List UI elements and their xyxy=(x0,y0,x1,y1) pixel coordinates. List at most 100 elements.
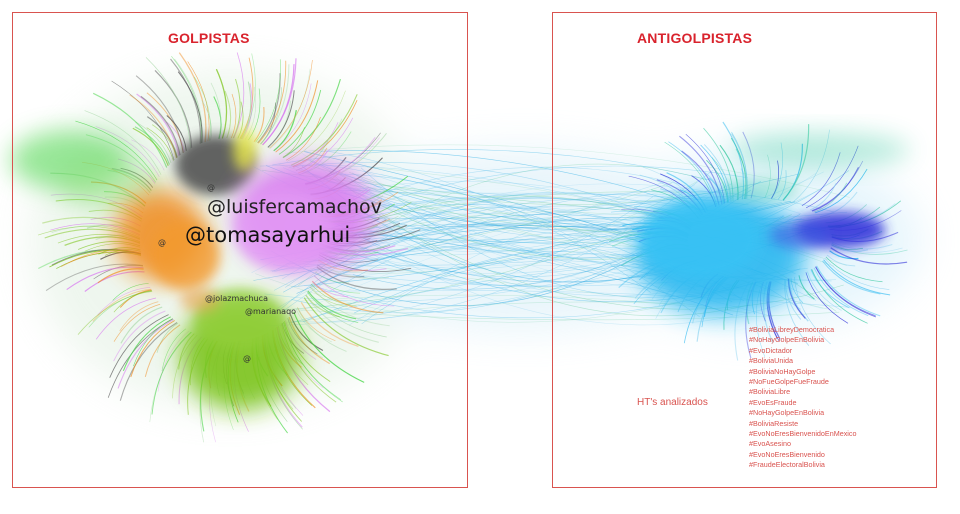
spike-edge xyxy=(77,290,153,335)
node-label-jolazmachuca: @jolazmachuca xyxy=(205,294,268,303)
spike-edge xyxy=(177,71,203,144)
spike-edge xyxy=(135,121,172,164)
spike-edge xyxy=(145,57,191,149)
spike-edge xyxy=(134,126,170,165)
spike-edge xyxy=(295,309,332,343)
hashtag-item: #FraudeElectoralBolivia xyxy=(749,460,825,470)
hashtag-item: #BoliviaResiste xyxy=(749,418,799,428)
spike-edge xyxy=(233,52,245,139)
hashtag-item: #EvoNoEresBienvenido xyxy=(749,449,825,459)
spike-edge xyxy=(253,106,265,143)
spike-edge xyxy=(154,69,193,148)
spike-edge xyxy=(305,294,379,343)
spike-edge xyxy=(109,314,169,378)
spike-edge xyxy=(830,247,908,265)
bridge-edge xyxy=(350,170,850,259)
spike-edge xyxy=(826,254,856,267)
spike-edge xyxy=(146,127,174,161)
node-label: @ xyxy=(207,183,215,192)
spike-edge xyxy=(161,328,186,372)
spike-edge xyxy=(282,78,341,159)
spike-edge xyxy=(813,182,848,213)
spike-edge xyxy=(129,94,178,159)
spike-edge xyxy=(258,60,287,144)
hashtag-item: #NoHayGolpeEnBolivia xyxy=(749,335,825,345)
spike-edge xyxy=(287,317,324,359)
spike-edge xyxy=(113,290,152,313)
spike-edge xyxy=(111,80,175,161)
spike-edge xyxy=(262,58,297,146)
spike-edge xyxy=(824,258,890,290)
spike-edge xyxy=(267,90,295,148)
bridge-edge xyxy=(295,309,840,321)
bridge-edge xyxy=(298,185,695,313)
spike-edge xyxy=(146,116,178,158)
bridge-edge xyxy=(287,170,714,323)
hashtag-item: #BoliviaLibreyDemocratica xyxy=(749,325,835,334)
bridge-edge xyxy=(315,289,849,308)
hashtag-item: #EvoAsesino xyxy=(749,439,791,449)
node-label: @ xyxy=(158,238,166,247)
spike-edge xyxy=(117,319,174,389)
hashtag-item: #BoliviaLibre xyxy=(749,387,791,397)
spike-edge xyxy=(151,124,178,158)
spike-edge xyxy=(307,292,359,323)
spike-edge xyxy=(133,318,173,367)
hashtag-item: #BoliviaUnida xyxy=(749,356,793,366)
spike-edge xyxy=(187,61,210,142)
spike-edge xyxy=(303,297,389,357)
spike-edge xyxy=(92,288,152,322)
bridge-edge xyxy=(264,196,654,326)
node-label-marianaqo: @marianaqo xyxy=(245,307,297,316)
bridge-edge xyxy=(316,238,655,285)
bridge-edge xyxy=(348,182,664,326)
spike-edge xyxy=(307,290,357,320)
spike-edge xyxy=(84,110,162,175)
golpistas-cluster xyxy=(10,128,375,410)
bridge-edge xyxy=(279,191,699,311)
spike-edge xyxy=(136,93,180,157)
spike-edge xyxy=(259,64,290,145)
spike-edge xyxy=(122,316,171,371)
spike-edge xyxy=(814,168,868,214)
spike-edge xyxy=(130,320,175,378)
spike-edge xyxy=(232,78,241,139)
spike-edge xyxy=(816,265,881,317)
spike-edge xyxy=(224,90,232,139)
node-label: @ xyxy=(243,354,251,363)
hashtag-item: #EvoDictador xyxy=(749,345,793,355)
bridge-edge xyxy=(330,173,651,293)
spike-edge xyxy=(193,76,211,141)
spike-edge xyxy=(290,315,324,351)
spike-edge xyxy=(178,52,207,143)
spike-edge xyxy=(144,324,181,378)
hashtag-item: #EvoEsFraude xyxy=(749,397,797,407)
node-label-luisfercamachov: @luisfercamachov xyxy=(207,196,382,218)
spike-edge xyxy=(119,301,159,332)
hashtag-item: #NoFueGolpeFueFraude xyxy=(749,377,829,387)
spike-edge xyxy=(316,266,397,291)
hashtag-item: #EvoNoEresBienvenidoEnMexico xyxy=(749,429,857,439)
spike-edge xyxy=(810,269,850,309)
spike-edge xyxy=(119,322,178,401)
spike-edge xyxy=(95,126,160,177)
spike-edge xyxy=(815,266,876,317)
spike-edge xyxy=(288,316,330,365)
spike-edge xyxy=(112,283,149,301)
spike-edge xyxy=(285,116,321,161)
spike-edge xyxy=(97,287,151,315)
hashtag-list: #BoliviaLibreyDemocratica #NoHayGolpeEnBo… xyxy=(749,325,856,471)
bridge-edge xyxy=(329,171,750,317)
spike-edge xyxy=(287,318,318,355)
spike-edge xyxy=(305,294,340,318)
spike-edge xyxy=(823,259,891,296)
spike-edge xyxy=(170,58,202,144)
spike-edge xyxy=(822,260,881,295)
spike-edge xyxy=(811,269,868,324)
antigolpistas-cluster xyxy=(635,132,910,315)
bridge-edge xyxy=(344,180,678,215)
spike-edge xyxy=(310,283,357,307)
spike-edge xyxy=(230,93,237,139)
spike-edge xyxy=(312,280,349,298)
spike-edge xyxy=(278,89,322,155)
